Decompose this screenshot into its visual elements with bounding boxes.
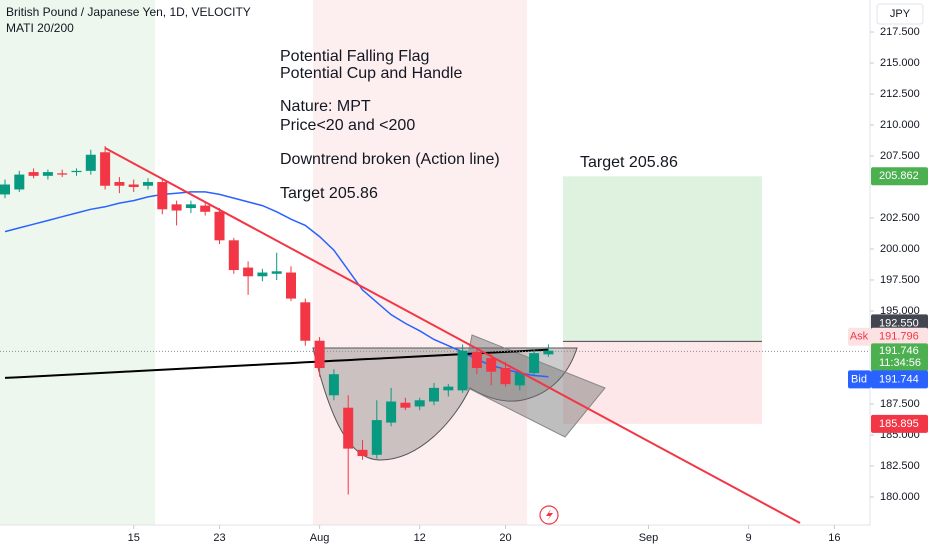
profit-zone bbox=[563, 176, 762, 342]
target-note: Target 205.86 bbox=[580, 154, 678, 171]
event-icon-bolt[interactable] bbox=[546, 509, 553, 521]
candle-body bbox=[314, 340, 325, 369]
candle-body bbox=[271, 271, 282, 274]
candle-body bbox=[57, 173, 68, 175]
currency-label[interactable]: JPY bbox=[890, 8, 911, 20]
annotation: Potential Cup and Handle bbox=[280, 65, 462, 82]
loss-zone bbox=[563, 341, 762, 424]
y-tick-label: 180.000 bbox=[880, 491, 920, 503]
candle-body bbox=[371, 420, 382, 455]
candle-body bbox=[114, 182, 125, 186]
candle-body bbox=[357, 449, 368, 457]
bid-tag: Bid bbox=[851, 373, 867, 385]
candle-body bbox=[443, 386, 454, 391]
annotation: Potential Falling Flag bbox=[280, 48, 429, 65]
x-tick-label: 12 bbox=[414, 532, 426, 544]
moving-average bbox=[4, 191, 549, 378]
indicator-label: MATI 20/200 bbox=[6, 21, 74, 35]
candle-body bbox=[257, 272, 268, 277]
stop-price-label: 185.895 bbox=[879, 418, 919, 430]
y-tick-label: 200.000 bbox=[880, 243, 920, 255]
candle-body bbox=[42, 172, 53, 176]
y-tick-label: 195.000 bbox=[880, 305, 920, 317]
bid-tag-box bbox=[848, 370, 871, 389]
candle-body bbox=[471, 351, 482, 369]
candle-body bbox=[14, 174, 25, 190]
candle-body bbox=[142, 182, 154, 186]
candle-body bbox=[486, 358, 497, 372]
y-tick-label: 217.500 bbox=[880, 26, 920, 38]
candle-body bbox=[214, 211, 225, 241]
bid-price-label-box bbox=[871, 370, 928, 389]
candle-body bbox=[414, 400, 425, 407]
candle-body bbox=[386, 401, 397, 423]
x-tick-label: 23 bbox=[213, 532, 225, 544]
last-price-box bbox=[871, 343, 928, 372]
target-price-label: 205.862 bbox=[879, 170, 919, 182]
candle-body bbox=[514, 372, 525, 386]
session-highlight bbox=[0, 0, 155, 525]
x-tick-label: Sep bbox=[639, 532, 659, 544]
x-tick-label: 16 bbox=[828, 532, 840, 544]
chart-title: British Pound / Japanese Yen, 1D, VELOCI… bbox=[6, 5, 251, 19]
candle-body bbox=[0, 184, 11, 195]
currency-button[interactable] bbox=[876, 3, 924, 25]
annotation: Nature: MPT bbox=[280, 98, 371, 115]
annotation: Price<20 and <200 bbox=[280, 117, 415, 134]
last-price-label: 191.746 bbox=[879, 345, 919, 357]
candle-body bbox=[157, 182, 168, 210]
candle-body bbox=[328, 374, 339, 396]
y-tick-label: 215.000 bbox=[880, 57, 920, 69]
candle-body bbox=[457, 350, 468, 391]
x-tick-label: Aug bbox=[310, 532, 330, 544]
countdown-label: 11:34:56 bbox=[879, 357, 921, 369]
candle-body bbox=[85, 154, 96, 171]
candle-body bbox=[200, 205, 211, 212]
candle-body bbox=[71, 170, 82, 173]
y-tick-label: 207.500 bbox=[880, 150, 920, 162]
entry-price-label: 192.550 bbox=[879, 317, 919, 329]
y-tick-label: 210.000 bbox=[880, 119, 920, 131]
candle-body bbox=[100, 152, 111, 186]
bid-price-label: 191.744 bbox=[879, 373, 919, 385]
y-tick-label: 197.500 bbox=[880, 274, 920, 286]
annotation: Target 205.86 bbox=[280, 185, 378, 202]
candle-body bbox=[185, 204, 196, 209]
candle-body bbox=[171, 204, 182, 211]
y-tick-label: 202.500 bbox=[880, 212, 920, 224]
x-tick-label: 9 bbox=[746, 532, 752, 544]
candle-body bbox=[228, 240, 239, 271]
candle-body bbox=[543, 350, 554, 355]
candle-body bbox=[300, 302, 311, 341]
candle-body bbox=[400, 402, 411, 408]
ask-price-label: 191.796 bbox=[879, 331, 919, 343]
candle-body bbox=[128, 184, 139, 187]
candle-body bbox=[28, 172, 39, 176]
ask-tag: Ask bbox=[850, 331, 869, 343]
candle-body bbox=[428, 387, 440, 402]
trend-line bbox=[104, 147, 801, 524]
candle-body bbox=[343, 407, 354, 449]
x-tick-label: 15 bbox=[128, 532, 140, 544]
candle-body bbox=[285, 272, 297, 299]
x-tick-label: 20 bbox=[499, 532, 511, 544]
y-tick-label: 212.500 bbox=[880, 88, 920, 100]
y-tick-label: 187.500 bbox=[880, 398, 920, 410]
y-tick-label: 182.500 bbox=[880, 460, 920, 472]
candle-body bbox=[529, 353, 540, 373]
ask-price-label-box bbox=[871, 327, 928, 346]
ask-tag-box bbox=[848, 327, 871, 346]
candle-body bbox=[500, 368, 511, 385]
target-price-label-box bbox=[871, 167, 928, 186]
stop-price-label-box bbox=[871, 414, 928, 433]
candle-body bbox=[243, 267, 254, 277]
annotation: Downtrend broken (Action line) bbox=[280, 151, 500, 168]
